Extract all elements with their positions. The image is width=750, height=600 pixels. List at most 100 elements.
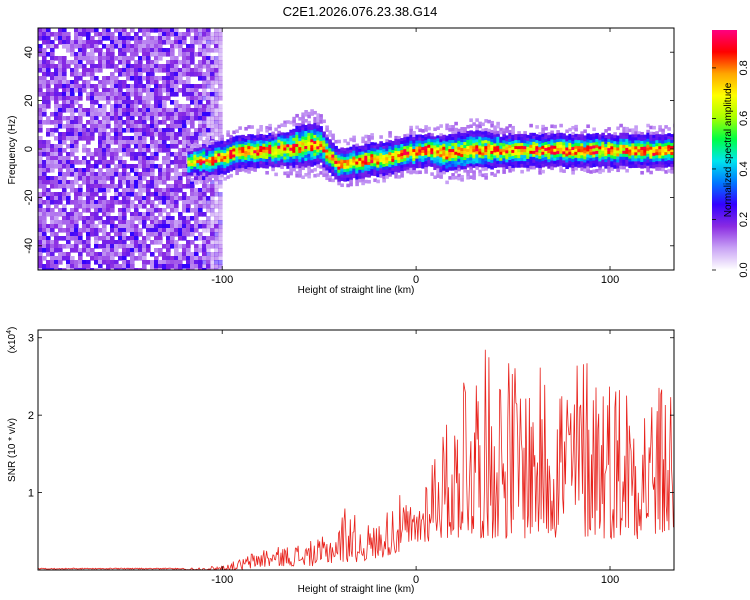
spectrogram-noise-cell (134, 216, 139, 221)
spectrogram-noise-cell (166, 248, 171, 253)
spectrogram-signal-cell (463, 130, 467, 134)
spectrogram-noise-cell (134, 92, 139, 97)
spectrogram-noise-cell (46, 188, 51, 193)
spectrogram-signal-cell (595, 141, 599, 146)
spectrogram-noise-cell (142, 68, 147, 73)
spectrogram-signal-cell (457, 155, 461, 160)
spectrogram-signal-cell (472, 161, 476, 165)
spectrogram-noise-cell (42, 248, 47, 253)
spectrogram-signal-cell (460, 151, 464, 155)
spectrogram-noise-cell (134, 124, 139, 129)
spectrogram-signal-cell (361, 136, 365, 141)
snr-x-label: Height of straight line (km) (298, 584, 415, 595)
spectrogram-signal-cell (562, 163, 566, 167)
spectrogram-noise-cell (130, 188, 135, 193)
spectrogram-signal-cell (292, 116, 296, 121)
spectrogram-signal-cell (610, 161, 614, 165)
spectrogram-signal-cell (223, 156, 227, 160)
spectrogram-noise-cell (198, 104, 203, 109)
spectrogram-noise-cell (114, 128, 119, 133)
spectrogram-signal-cell (424, 128, 428, 132)
spectrogram-noise-cell (154, 120, 159, 125)
spectrogram-signal-cell (643, 137, 647, 142)
spectrogram-signal-cell (250, 152, 254, 156)
spectrogram-signal-cell (616, 168, 620, 173)
spectrogram-signal-cell (430, 151, 434, 155)
spectrogram-noise-cell (74, 88, 79, 93)
spectrogram-noise-cell (46, 260, 51, 265)
spectrogram-noise-cell (114, 224, 119, 229)
spectrogram-noise-cell (66, 168, 71, 173)
spectrogram-noise-cell (202, 224, 207, 229)
spectrogram-noise-cell (102, 268, 107, 270)
spectrogram-noise-cell (138, 144, 143, 149)
spectrogram-noise-cell (78, 116, 83, 121)
spectrogram-noise-cell (74, 216, 79, 221)
spectrogram-noise-cell (122, 200, 127, 205)
spectrogram-noise-cell (182, 252, 187, 257)
spectrogram-noise-cell (166, 256, 171, 261)
spectrogram-noise-cell (178, 232, 183, 237)
spectrogram-noise-cell (62, 148, 67, 153)
spectrogram-signal-cell (505, 153, 509, 157)
spectrogram-signal-cell (478, 163, 482, 168)
spectrogram-signal-cell (412, 152, 416, 156)
spectrogram-noise-cell (58, 156, 63, 161)
spectrogram-noise-cell (210, 56, 215, 61)
spectrogram-signal-cell (586, 160, 590, 165)
spectrogram-noise-cell (206, 128, 211, 133)
spectrogram-noise-cell (210, 36, 215, 41)
spectrogram-noise-cell (162, 148, 167, 153)
spectrogram-noise-cell (66, 60, 71, 65)
spectrogram-signal-cell (304, 154, 308, 159)
spectrogram-signal-cell (325, 164, 329, 169)
spectrogram-noise-cell (178, 44, 183, 49)
spectrogram-signal-cell (607, 148, 611, 152)
spectrogram-noise-cell (138, 172, 143, 177)
spectrogram-signal-cell (346, 147, 350, 152)
spectrogram-signal-cell (481, 143, 485, 148)
spectrogram-noise-cell (174, 240, 179, 245)
spectrogram-signal-cell (526, 167, 530, 172)
spectrogram-noise-cell (114, 92, 119, 97)
spectrogram-noise-cell (110, 52, 115, 57)
spectrogram-noise-cell (142, 264, 147, 269)
spectrogram-signal-cell (628, 143, 632, 148)
spectrogram-signal-cell (454, 142, 458, 147)
spectrogram-signal-cell (370, 163, 374, 167)
spectrogram-noise-cell (214, 124, 219, 129)
spectrogram-noise-cell (178, 140, 183, 145)
spectrogram-noise-cell (210, 232, 215, 237)
spectrogram-signal-cell (505, 150, 509, 154)
spectrogram-noise-cell (46, 44, 51, 49)
spectrogram-noise-cell (198, 212, 203, 217)
spectrogram-signal-cell (262, 140, 266, 145)
spectrogram-noise-cell (38, 216, 43, 221)
spectrogram-noise-cell (206, 36, 211, 41)
spectrogram-noise-cell (186, 88, 191, 93)
spectrogram-noise-cell (186, 120, 191, 125)
spectrogram-noise-cell (70, 148, 75, 153)
spectrogram-noise-cell (54, 264, 59, 269)
spectrogram-signal-cell (307, 132, 311, 137)
spectrogram-signal-cell (520, 142, 524, 147)
spectrogram-signal-cell (649, 149, 653, 154)
spectrogram-signal-cell (670, 149, 674, 153)
spectrogram-signal-cell (451, 137, 455, 141)
spectrogram-signal-cell (664, 155, 668, 159)
spectrogram-noise-cell (82, 136, 87, 141)
spectrogram-noise-cell (162, 28, 167, 33)
spectrogram-noise-cell (50, 152, 55, 157)
spectrogram-noise-cell (142, 140, 147, 145)
spectrogram-noise-cell (142, 196, 147, 201)
spectrogram-signal-cell (298, 123, 302, 127)
spectrogram-noise-cell (118, 100, 123, 105)
spectrogram-signal-cell (586, 148, 590, 153)
spectrogram-noise-cell (50, 208, 55, 213)
spectrogram-noise-cell (138, 160, 143, 165)
spectrogram-noise-cell (146, 84, 151, 89)
spectrogram-noise-cell (166, 80, 171, 85)
spectrogram-noise-cell (54, 80, 59, 85)
spectrogram-noise-cell (166, 220, 171, 225)
spectrogram-noise-cell (58, 208, 63, 213)
